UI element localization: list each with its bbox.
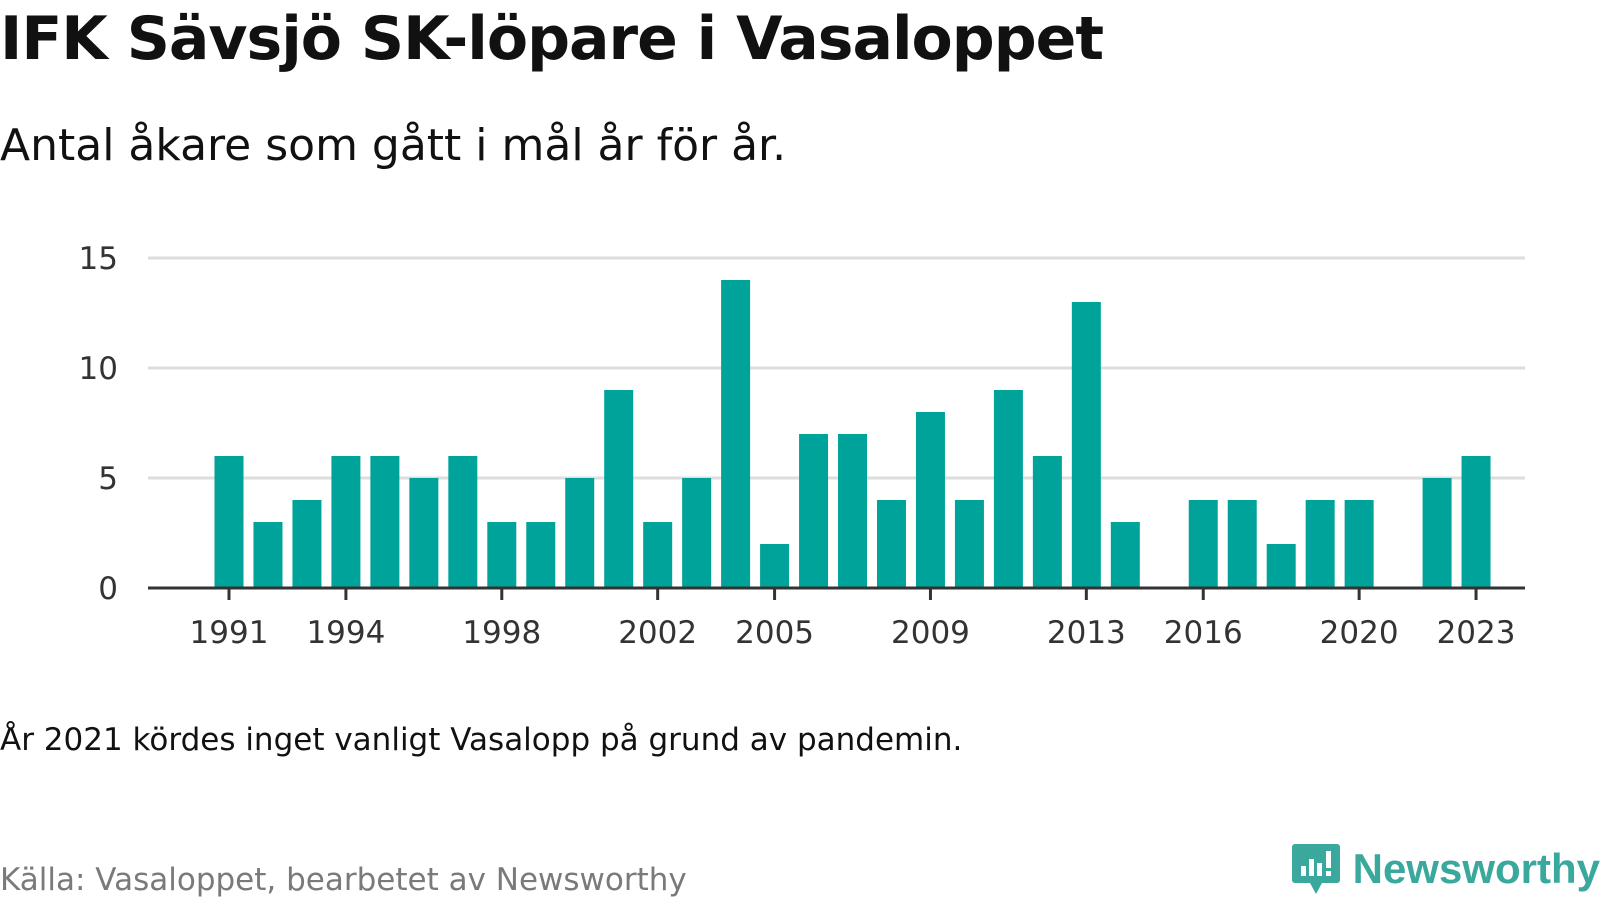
bar-1992: [253, 522, 283, 588]
bar-2022: [1422, 478, 1452, 588]
bar-1994: [331, 456, 361, 588]
bar-2007: [838, 434, 868, 588]
bar-2014: [1110, 522, 1140, 588]
x-tick-label-1998: 1998: [462, 615, 541, 651]
bar-1998: [487, 522, 517, 588]
bar-2012: [1032, 456, 1062, 588]
y-tick-label-0: 0: [98, 571, 118, 607]
bar-1999: [526, 522, 556, 588]
x-tick-label-2002: 2002: [618, 615, 697, 651]
bar-2013: [1071, 302, 1101, 588]
bar-2017: [1227, 500, 1257, 588]
bar-1993: [292, 500, 322, 588]
bar-chart: 0 5 10 15 1991 1994 1998 2002 2005 2009 2013 2016 2…: [79, 241, 1525, 651]
x-tick-label-2016: 2016: [1164, 615, 1243, 651]
y-tick-label-5: 5: [98, 461, 118, 497]
bars: [214, 280, 1491, 588]
bar-2005: [760, 544, 790, 588]
y-tick-label-10: 10: [79, 351, 118, 387]
x-tick-label-1994: 1994: [306, 615, 385, 651]
chart-title: IFK Sävsjö SK-löpare i Vasaloppet: [0, 4, 1104, 74]
y-tick-label-15: 15: [79, 241, 118, 277]
bar-2010: [954, 500, 984, 588]
x-tick-label-2023: 2023: [1437, 615, 1516, 651]
bar-2002: [643, 522, 673, 588]
x-tick-label-2005: 2005: [735, 615, 814, 651]
bar-2023: [1461, 456, 1491, 588]
bar-2004: [721, 280, 751, 588]
chart-note: År 2021 kördes inget vanligt Vasalopp på…: [0, 722, 963, 758]
x-axis: [148, 586, 1525, 600]
gridlines: [148, 256, 1525, 480]
x-tick-label-2013: 2013: [1047, 615, 1126, 651]
bar-2016: [1188, 500, 1218, 588]
bar-2006: [799, 434, 829, 588]
bar-2011: [993, 390, 1023, 588]
bar-2018: [1266, 544, 1296, 588]
bar-2008: [876, 500, 906, 588]
brand-logo: Newsworthy: [1291, 842, 1600, 896]
x-tick-label-2020: 2020: [1320, 615, 1399, 651]
chart-subtitle: Antal åkare som gått i mål år för år.: [0, 120, 787, 171]
bar-1991: [214, 456, 244, 588]
bar-2003: [682, 478, 712, 588]
bar-1996: [409, 478, 439, 588]
x-tick-label-2009: 2009: [891, 615, 970, 651]
x-tick-labels: 1991 1994 1998 2002 2005 2009 2013 2016 2020 2023: [190, 615, 1516, 651]
bar-2019: [1305, 500, 1335, 588]
bar-2009: [915, 412, 945, 588]
y-tick-labels: 0 5 10 15: [79, 241, 118, 607]
brand-name: Newsworthy: [1352, 845, 1600, 892]
bar-2000: [565, 478, 595, 588]
bar-2020: [1344, 500, 1374, 588]
bar-2001: [604, 390, 634, 588]
newsworthy-logo-icon: [1291, 844, 1340, 894]
source-text: Källa: Vasaloppet, bearbetet av Newswort…: [0, 862, 687, 898]
x-tick-label-1991: 1991: [190, 615, 269, 651]
bar-1995: [370, 456, 400, 588]
bar-1997: [448, 456, 478, 588]
